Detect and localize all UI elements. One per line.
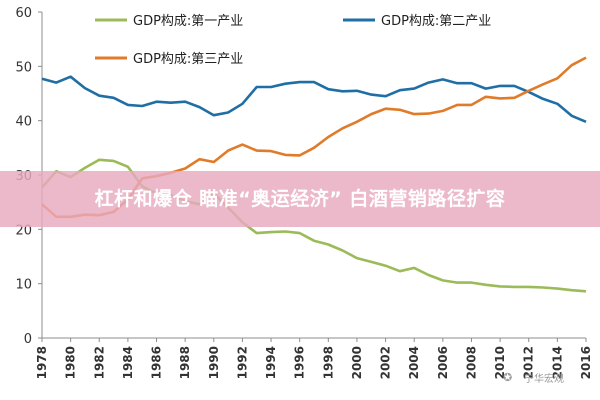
legend-label: GDP构成:第二产业 [381,14,491,29]
x-tick-label: 2010 [493,346,507,379]
x-tick-label: 1998 [321,346,335,379]
x-tick-label: 1994 [264,346,278,379]
x-tick-label: 1990 [207,346,221,379]
watermark-text: 宁华宏观 [524,374,564,385]
x-tick-label: 2016 [579,346,593,379]
banner-headline[interactable]: 杠杆和爆仓 瞄准“奥运经济” 白酒营销路径扩容 [94,188,506,210]
x-tick-label: 1992 [235,346,249,379]
x-tick-label: 1980 [64,346,78,379]
legend-label: GDP构成:第一产业 [133,14,243,29]
x-tick-label: 2006 [436,346,450,379]
x-tick-label: 1982 [92,346,106,379]
legend-label: GDP构成:第三产业 [133,52,243,67]
y-tick-label: 10 [15,278,32,293]
x-tick-label: 2002 [379,346,393,379]
y-tick-label: 60 [15,6,32,21]
x-tick-label: 2000 [350,346,364,379]
series-line-2 [41,75,587,123]
x-tick-label: 2004 [407,346,421,379]
x-tick-label: 1978 [35,346,49,379]
x-tick-label: 1986 [150,346,164,379]
x-tick-label: 1984 [121,346,135,379]
y-tick-label: 40 [15,115,32,130]
y-tick-label: 20 [15,223,32,238]
chart-legend: GDP构成:第一产业 GDP构成:第二产业 GDP构成:第三产业 [95,14,491,67]
x-tick-label: 2012 [522,346,536,379]
y-tick-label: 0 [24,332,32,347]
y-tick-label: 50 [15,60,32,75]
x-tick-label: 2014 [550,346,564,379]
x-tick-label: 1996 [293,346,307,379]
x-tick-label: 2008 [464,346,478,379]
wechat-icon: ✪ [503,371,513,384]
overlay-banner [0,171,600,227]
x-tick-label: 1988 [178,346,192,379]
